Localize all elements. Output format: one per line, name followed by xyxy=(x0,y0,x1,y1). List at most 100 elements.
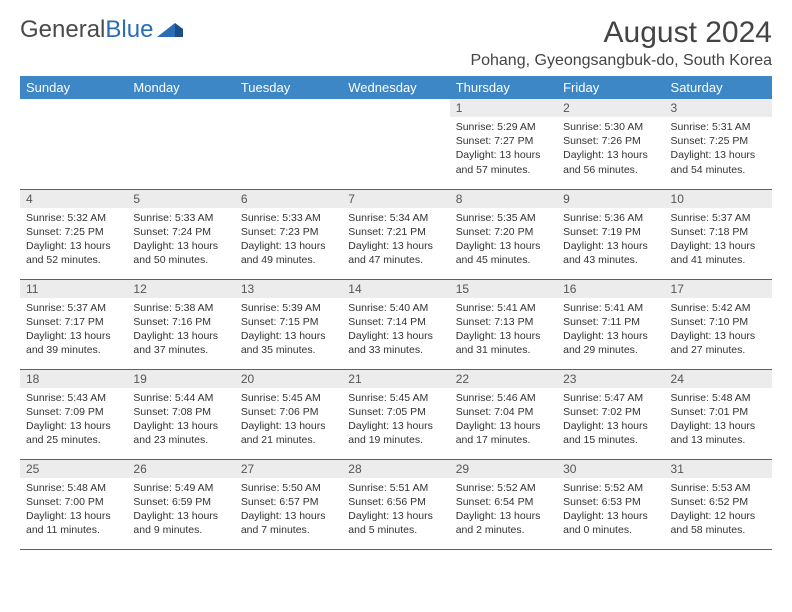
calendar-day-cell: 11Sunrise: 5:37 AMSunset: 7:17 PMDayligh… xyxy=(20,279,127,369)
calendar-week-row: 1Sunrise: 5:29 AMSunset: 7:27 PMDaylight… xyxy=(20,99,772,189)
day-number: 4 xyxy=(20,190,127,208)
calendar-day-cell: 2Sunrise: 5:30 AMSunset: 7:26 PMDaylight… xyxy=(557,99,664,189)
day-details: Sunrise: 5:33 AMSunset: 7:24 PMDaylight:… xyxy=(127,208,234,272)
weekday-header: Sunday xyxy=(20,76,127,99)
calendar-table: SundayMondayTuesdayWednesdayThursdayFrid… xyxy=(20,76,772,550)
day-details: Sunrise: 5:42 AMSunset: 7:10 PMDaylight:… xyxy=(665,298,772,362)
calendar-day-cell: 24Sunrise: 5:48 AMSunset: 7:01 PMDayligh… xyxy=(665,369,772,459)
day-details: Sunrise: 5:38 AMSunset: 7:16 PMDaylight:… xyxy=(127,298,234,362)
calendar-day-cell: 13Sunrise: 5:39 AMSunset: 7:15 PMDayligh… xyxy=(235,279,342,369)
calendar-day-cell: 6Sunrise: 5:33 AMSunset: 7:23 PMDaylight… xyxy=(235,189,342,279)
calendar-day-cell: 9Sunrise: 5:36 AMSunset: 7:19 PMDaylight… xyxy=(557,189,664,279)
calendar-body: 1Sunrise: 5:29 AMSunset: 7:27 PMDaylight… xyxy=(20,99,772,549)
brand-part1: General xyxy=(20,16,105,44)
day-number: 8 xyxy=(450,190,557,208)
day-details: Sunrise: 5:46 AMSunset: 7:04 PMDaylight:… xyxy=(450,388,557,452)
calendar-day-cell: 16Sunrise: 5:41 AMSunset: 7:11 PMDayligh… xyxy=(557,279,664,369)
calendar-day-cell: 15Sunrise: 5:41 AMSunset: 7:13 PMDayligh… xyxy=(450,279,557,369)
day-details: Sunrise: 5:47 AMSunset: 7:02 PMDaylight:… xyxy=(557,388,664,452)
weekday-header: Friday xyxy=(557,76,664,99)
day-number: 9 xyxy=(557,190,664,208)
day-details: Sunrise: 5:45 AMSunset: 7:05 PMDaylight:… xyxy=(342,388,449,452)
day-details: Sunrise: 5:41 AMSunset: 7:13 PMDaylight:… xyxy=(450,298,557,362)
day-number: 29 xyxy=(450,460,557,478)
day-number: 11 xyxy=(20,280,127,298)
day-details: Sunrise: 5:50 AMSunset: 6:57 PMDaylight:… xyxy=(235,478,342,542)
day-details: Sunrise: 5:51 AMSunset: 6:56 PMDaylight:… xyxy=(342,478,449,542)
calendar-empty-cell xyxy=(127,99,234,189)
day-details: Sunrise: 5:35 AMSunset: 7:20 PMDaylight:… xyxy=(450,208,557,272)
calendar-day-cell: 12Sunrise: 5:38 AMSunset: 7:16 PMDayligh… xyxy=(127,279,234,369)
month-title: August 2024 xyxy=(470,16,772,50)
day-details: Sunrise: 5:49 AMSunset: 6:59 PMDaylight:… xyxy=(127,478,234,542)
day-number: 20 xyxy=(235,370,342,388)
day-details: Sunrise: 5:43 AMSunset: 7:09 PMDaylight:… xyxy=(20,388,127,452)
calendar-day-cell: 28Sunrise: 5:51 AMSunset: 6:56 PMDayligh… xyxy=(342,459,449,549)
day-details: Sunrise: 5:32 AMSunset: 7:25 PMDaylight:… xyxy=(20,208,127,272)
day-details: Sunrise: 5:52 AMSunset: 6:54 PMDaylight:… xyxy=(450,478,557,542)
day-details: Sunrise: 5:36 AMSunset: 7:19 PMDaylight:… xyxy=(557,208,664,272)
day-number: 24 xyxy=(665,370,772,388)
day-number: 5 xyxy=(127,190,234,208)
day-number: 27 xyxy=(235,460,342,478)
day-details: Sunrise: 5:40 AMSunset: 7:14 PMDaylight:… xyxy=(342,298,449,362)
calendar-day-cell: 30Sunrise: 5:52 AMSunset: 6:53 PMDayligh… xyxy=(557,459,664,549)
brand-part2: Blue xyxy=(105,16,153,44)
calendar-empty-cell xyxy=(20,99,127,189)
calendar-day-cell: 18Sunrise: 5:43 AMSunset: 7:09 PMDayligh… xyxy=(20,369,127,459)
calendar-day-cell: 17Sunrise: 5:42 AMSunset: 7:10 PMDayligh… xyxy=(665,279,772,369)
day-number: 23 xyxy=(557,370,664,388)
day-number: 25 xyxy=(20,460,127,478)
day-number: 21 xyxy=(342,370,449,388)
calendar-day-cell: 8Sunrise: 5:35 AMSunset: 7:20 PMDaylight… xyxy=(450,189,557,279)
calendar-day-cell: 7Sunrise: 5:34 AMSunset: 7:21 PMDaylight… xyxy=(342,189,449,279)
calendar-day-cell: 5Sunrise: 5:33 AMSunset: 7:24 PMDaylight… xyxy=(127,189,234,279)
day-number: 15 xyxy=(450,280,557,298)
day-number: 31 xyxy=(665,460,772,478)
weekday-header-row: SundayMondayTuesdayWednesdayThursdayFrid… xyxy=(20,76,772,99)
day-number: 19 xyxy=(127,370,234,388)
calendar-day-cell: 31Sunrise: 5:53 AMSunset: 6:52 PMDayligh… xyxy=(665,459,772,549)
day-details: Sunrise: 5:45 AMSunset: 7:06 PMDaylight:… xyxy=(235,388,342,452)
day-details: Sunrise: 5:53 AMSunset: 6:52 PMDaylight:… xyxy=(665,478,772,542)
calendar-day-cell: 3Sunrise: 5:31 AMSunset: 7:25 PMDaylight… xyxy=(665,99,772,189)
day-number: 18 xyxy=(20,370,127,388)
day-number: 17 xyxy=(665,280,772,298)
day-details: Sunrise: 5:39 AMSunset: 7:15 PMDaylight:… xyxy=(235,298,342,362)
weekday-header: Monday xyxy=(127,76,234,99)
day-number: 26 xyxy=(127,460,234,478)
day-details: Sunrise: 5:31 AMSunset: 7:25 PMDaylight:… xyxy=(665,117,772,181)
day-number: 16 xyxy=(557,280,664,298)
title-block: August 2024 Pohang, Gyeongsangbuk-do, So… xyxy=(470,16,772,70)
day-number: 12 xyxy=(127,280,234,298)
day-number: 1 xyxy=(450,99,557,117)
day-number: 6 xyxy=(235,190,342,208)
calendar-day-cell: 29Sunrise: 5:52 AMSunset: 6:54 PMDayligh… xyxy=(450,459,557,549)
day-details: Sunrise: 5:52 AMSunset: 6:53 PMDaylight:… xyxy=(557,478,664,542)
day-details: Sunrise: 5:37 AMSunset: 7:17 PMDaylight:… xyxy=(20,298,127,362)
calendar-day-cell: 25Sunrise: 5:48 AMSunset: 7:00 PMDayligh… xyxy=(20,459,127,549)
day-details: Sunrise: 5:48 AMSunset: 7:01 PMDaylight:… xyxy=(665,388,772,452)
page-header: GeneralBlue August 2024 Pohang, Gyeongsa… xyxy=(20,16,772,70)
calendar-week-row: 11Sunrise: 5:37 AMSunset: 7:17 PMDayligh… xyxy=(20,279,772,369)
day-number: 7 xyxy=(342,190,449,208)
calendar-day-cell: 14Sunrise: 5:40 AMSunset: 7:14 PMDayligh… xyxy=(342,279,449,369)
day-details: Sunrise: 5:30 AMSunset: 7:26 PMDaylight:… xyxy=(557,117,664,181)
weekday-header: Saturday xyxy=(665,76,772,99)
day-number: 3 xyxy=(665,99,772,117)
day-details: Sunrise: 5:48 AMSunset: 7:00 PMDaylight:… xyxy=(20,478,127,542)
day-details: Sunrise: 5:29 AMSunset: 7:27 PMDaylight:… xyxy=(450,117,557,181)
calendar-day-cell: 26Sunrise: 5:49 AMSunset: 6:59 PMDayligh… xyxy=(127,459,234,549)
day-number: 28 xyxy=(342,460,449,478)
weekday-header: Thursday xyxy=(450,76,557,99)
day-number: 30 xyxy=(557,460,664,478)
day-details: Sunrise: 5:41 AMSunset: 7:11 PMDaylight:… xyxy=(557,298,664,362)
brand-mark-icon xyxy=(157,16,183,44)
day-number: 22 xyxy=(450,370,557,388)
calendar-day-cell: 20Sunrise: 5:45 AMSunset: 7:06 PMDayligh… xyxy=(235,369,342,459)
calendar-week-row: 25Sunrise: 5:48 AMSunset: 7:00 PMDayligh… xyxy=(20,459,772,549)
calendar-day-cell: 4Sunrise: 5:32 AMSunset: 7:25 PMDaylight… xyxy=(20,189,127,279)
calendar-empty-cell xyxy=(342,99,449,189)
calendar-week-row: 18Sunrise: 5:43 AMSunset: 7:09 PMDayligh… xyxy=(20,369,772,459)
calendar-empty-cell xyxy=(235,99,342,189)
